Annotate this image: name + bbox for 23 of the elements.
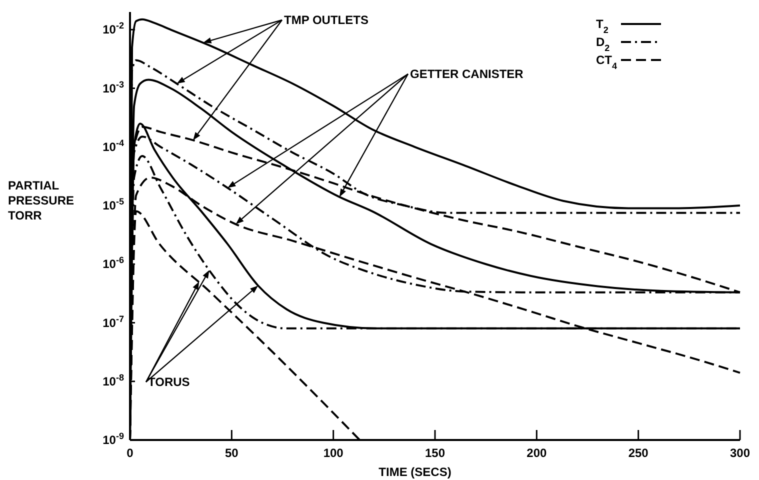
- x-tick-label: 300: [730, 446, 750, 460]
- legend-label: CT$_{4}$: [596, 53, 618, 71]
- y-tick-label: 10$^{-4}$: [102, 138, 124, 154]
- legend-label: T$_{2}$: [596, 17, 608, 35]
- annotation: GETTER CANISTER: [410, 67, 524, 81]
- y-tick-label: 10$^{-3}$: [102, 79, 124, 96]
- y-tick-label: 10$^{-9}$: [102, 431, 124, 447]
- x-tick-label: 200: [526, 446, 547, 460]
- annotation: TMP OUTLETS: [284, 13, 368, 27]
- x-axis-title: TIME (SECS): [378, 465, 452, 479]
- annotation: TORUS: [148, 375, 190, 389]
- y-tick-label: 10$^{-6}$: [102, 255, 124, 272]
- legend-label: D$_{2}$: [596, 35, 610, 53]
- x-tick-label: 100: [323, 446, 344, 460]
- y-tick-label: 10$^{-2}$: [102, 20, 124, 37]
- x-tick-label: 0: [126, 446, 134, 460]
- y-axis-title: PARTIAL PRESSURE TORR: [8, 178, 74, 223]
- y-tick-label: 10$^{-5}$: [102, 196, 124, 213]
- y-tick-label: 10$^{-8}$: [102, 372, 124, 388]
- x-tick-label: 150: [424, 446, 446, 460]
- x-tick-label: 250: [628, 446, 649, 460]
- y-tick-label: 10$^{-7}$: [102, 314, 124, 330]
- x-tick-label: 50: [224, 446, 239, 460]
